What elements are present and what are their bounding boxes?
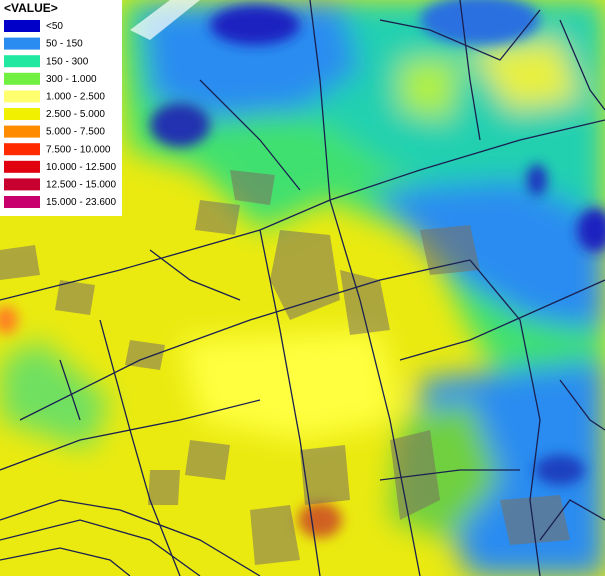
- legend-label: 12.500 - 15.000: [46, 180, 116, 191]
- legend-label: 2.500 - 5.000: [46, 109, 105, 120]
- legend-swatch: [4, 20, 40, 32]
- legend-label: 150 - 300: [46, 56, 89, 67]
- legend-label: <50: [46, 21, 63, 32]
- legend-swatch: [4, 125, 40, 138]
- legend-label: 5.000 - 7.500: [46, 127, 105, 138]
- legend-label: 1.000 - 2.500: [46, 92, 105, 103]
- legend-label: 7.500 - 10.000: [46, 144, 111, 155]
- legend: <VALUE> <50 50 - 150 150 - 300 300 - 1.000 1…: [0, 0, 122, 216]
- legend-swatch: [4, 143, 40, 156]
- legend-swatch: [4, 196, 40, 208]
- legend-label: 50 - 150: [46, 39, 83, 50]
- legend-swatch: [4, 160, 40, 173]
- legend-label: 10.000 - 12.500: [46, 162, 116, 173]
- legend-label: 300 - 1.000: [46, 74, 97, 85]
- legend-swatch: [4, 90, 40, 103]
- legend-swatch: [4, 55, 40, 68]
- legend-swatch: [4, 72, 40, 85]
- legend-swatch: [4, 37, 40, 50]
- legend-swatch: [4, 108, 40, 120]
- legend-swatch: [4, 178, 40, 191]
- water-edge: [130, 0, 200, 40]
- legend-title: <VALUE>: [4, 1, 58, 15]
- legend-label: 15.000 - 23.600: [46, 197, 116, 208]
